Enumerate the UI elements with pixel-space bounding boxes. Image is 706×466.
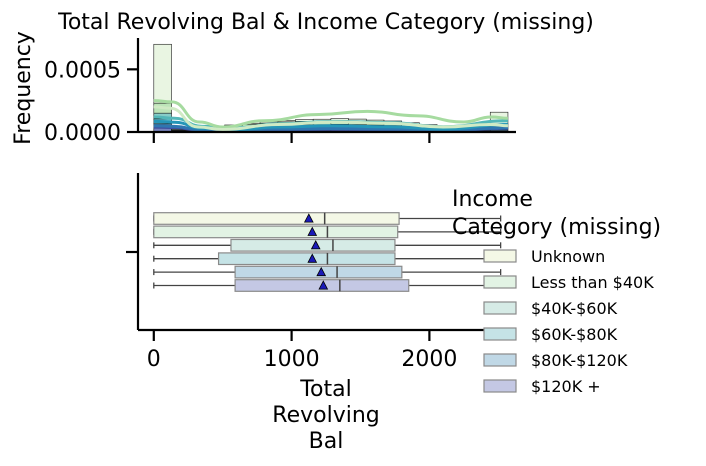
hist-bars bbox=[153, 43, 509, 133]
legend-item: $40K-$60K bbox=[483, 299, 618, 318]
legend-swatch bbox=[483, 301, 517, 315]
box-mean-marker bbox=[303, 213, 314, 223]
box-iqr bbox=[153, 212, 400, 225]
box-group bbox=[153, 238, 502, 252]
box-x-tick-label: 1000 bbox=[264, 347, 320, 372]
box-x-label-line-1: Total bbox=[299, 377, 351, 402]
box-mean-marker bbox=[316, 266, 327, 277]
box-mean-marker bbox=[310, 240, 321, 250]
legend-label: $80K-$120K bbox=[531, 351, 628, 370]
box-iqr bbox=[153, 225, 399, 239]
box-group bbox=[153, 225, 502, 239]
box-mean-marker bbox=[318, 280, 329, 290]
legend-item: $120K + bbox=[483, 377, 601, 396]
hist-bar bbox=[153, 43, 172, 104]
legend-label: $120K + bbox=[531, 377, 601, 396]
hist-x-ticks bbox=[152, 132, 431, 143]
box-x-tick-label: 2000 bbox=[401, 347, 457, 372]
legend-label: Less than $40K bbox=[531, 273, 654, 292]
legend-items: Unknown Less than $40K $40K-$60K $60K-$80K $… bbox=[483, 247, 654, 396]
kde-line bbox=[153, 99, 508, 129]
legend: Income Category (missing) Unknown Less th… bbox=[452, 187, 661, 396]
hist-y-ticks: 0.0000 0.0005 bbox=[44, 58, 138, 146]
legend-item: Less than $40K bbox=[483, 273, 654, 292]
box-mean-marker bbox=[307, 226, 318, 236]
box-x-ticks: 0 1000 2000 bbox=[147, 330, 457, 372]
box-panel: 0 1000 2000 Total Revolving Bal bbox=[126, 173, 516, 454]
hist-kde-lines bbox=[153, 99, 508, 133]
legend-swatch bbox=[483, 275, 517, 289]
box-group bbox=[153, 212, 502, 225]
legend-item: Unknown bbox=[483, 247, 605, 266]
box-x-label-line-2: Revolving bbox=[272, 403, 379, 428]
box-group bbox=[153, 252, 502, 266]
legend-label: Unknown bbox=[531, 247, 605, 266]
box-mean-marker bbox=[307, 253, 318, 263]
legend-item: $80K-$120K bbox=[483, 351, 628, 370]
legend-title-line-2: Category (missing) bbox=[452, 215, 661, 240]
hist-y-label: Frequency bbox=[11, 31, 36, 145]
hist-y-tick-label: 0.0005 bbox=[44, 58, 121, 83]
box-groups bbox=[153, 212, 502, 292]
chart-title: Total Revolving Bal & Income Category (m… bbox=[57, 10, 594, 35]
legend-swatch bbox=[483, 249, 517, 263]
legend-swatch bbox=[483, 379, 517, 393]
legend-swatch bbox=[483, 353, 517, 367]
box-x-label-line-3: Bal bbox=[309, 429, 344, 454]
box-x-tick-label: 0 bbox=[147, 347, 161, 372]
legend-item: $60K-$80K bbox=[483, 325, 618, 344]
hist-panel: 0.0000 0.0005 Frequency bbox=[11, 31, 516, 146]
kde-line bbox=[153, 105, 508, 131]
box-group bbox=[153, 279, 502, 292]
legend-label: $40K-$60K bbox=[531, 299, 618, 318]
hist-y-tick-label: 0.0000 bbox=[44, 121, 121, 146]
legend-title-line-1: Income bbox=[452, 187, 533, 212]
legend-swatch bbox=[483, 327, 517, 341]
legend-label: $60K-$80K bbox=[531, 325, 618, 344]
box-iqr bbox=[217, 252, 396, 266]
box-group bbox=[153, 265, 502, 279]
kde-line bbox=[153, 119, 508, 131]
